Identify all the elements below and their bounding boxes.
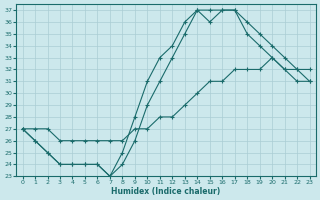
X-axis label: Humidex (Indice chaleur): Humidex (Indice chaleur) — [111, 187, 221, 196]
